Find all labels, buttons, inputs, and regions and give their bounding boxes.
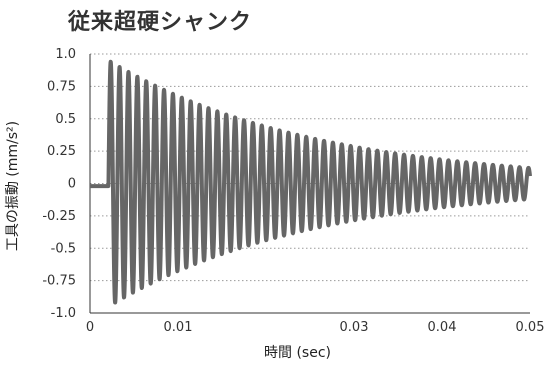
- series-line-vibration: [88, 59, 532, 305]
- y-tick-label: 0: [68, 177, 76, 192]
- x-tick-label: 0: [86, 320, 94, 335]
- series-layer: [88, 59, 532, 305]
- axes: [89, 54, 530, 314]
- y-tick-label: -0.75: [42, 274, 76, 289]
- y-tick-label: -1.0: [51, 306, 76, 321]
- x-tick-label: 0.05: [516, 320, 545, 335]
- chart-title: 従来超硬シャンク: [68, 10, 253, 35]
- x-axis-label: 時間 (sec): [264, 345, 331, 361]
- y-tick-label: 0.75: [47, 79, 76, 94]
- y-tick-label: 0.25: [47, 144, 76, 159]
- y-tick-label: -0.5: [51, 241, 76, 256]
- x-tick-label: 0.03: [340, 320, 369, 335]
- tick-labels: 1.0 0.75 0.5 0.25 0 -0.25 -0.5 -0.75 -1.0 0 0.01 0.…: [42, 47, 544, 335]
- y-tick-label: -0.25: [42, 209, 76, 224]
- y-tick-label: 0.5: [55, 112, 76, 127]
- x-tick-label: 0.01: [164, 320, 193, 335]
- x-tick-label: 0.04: [428, 320, 457, 335]
- y-tick-label: 1.0: [55, 47, 76, 62]
